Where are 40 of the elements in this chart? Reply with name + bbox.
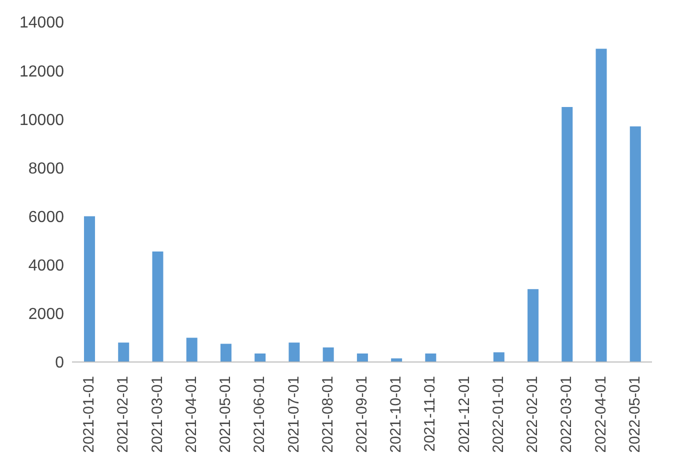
x-tick-label: 2021-09-01 bbox=[354, 376, 370, 453]
bar bbox=[596, 48, 607, 362]
x-tick-label: 2021-05-01 bbox=[217, 376, 234, 453]
x-tick-label: 2022-04-01 bbox=[592, 376, 610, 453]
bar bbox=[528, 289, 539, 362]
x-tick-label: 2021-12-01 bbox=[456, 376, 473, 453]
x-tick-label: 2021-11-01 bbox=[422, 376, 439, 452]
y-tick-label: 0 bbox=[55, 354, 64, 372]
x-tick-label: 2022-02-01 bbox=[524, 376, 542, 453]
bar bbox=[152, 252, 164, 362]
bar bbox=[186, 338, 198, 362]
y-tick-label: 14000 bbox=[20, 14, 64, 32]
x-tick-label: 2021-02-01 bbox=[114, 376, 132, 453]
bar bbox=[288, 342, 300, 362]
x-tick-label: 2021-03-01 bbox=[148, 376, 166, 453]
x-tick-label: 2021-01-01 bbox=[80, 376, 98, 453]
x-tick-label: 2022-01-01 bbox=[490, 376, 507, 453]
y-tick-label: 4000 bbox=[28, 258, 64, 275]
bar bbox=[356, 354, 368, 362]
y-tick-label: 6000 bbox=[28, 208, 64, 226]
y-tick-label: 12000 bbox=[20, 63, 64, 80]
bar bbox=[493, 352, 504, 362]
bar bbox=[118, 342, 130, 362]
x-tick-label: 2021-04-01 bbox=[182, 376, 200, 453]
x-tick-label: 2022-03-01 bbox=[558, 376, 576, 453]
y-tick-label: 10000 bbox=[20, 112, 64, 129]
bar bbox=[84, 216, 95, 362]
bar bbox=[322, 347, 334, 362]
y-tick-label: 8000 bbox=[28, 160, 64, 178]
x-tick-label: 2021-08-01 bbox=[319, 376, 336, 453]
x-tick-label: 2021-07-01 bbox=[285, 376, 302, 453]
bar bbox=[220, 344, 232, 362]
x-tick-label: 2021-06-01 bbox=[251, 376, 268, 453]
bar bbox=[562, 107, 573, 362]
x-tick-label: 2022-05-01 bbox=[626, 376, 644, 453]
x-tick-label: 2021-10-01 bbox=[388, 376, 405, 453]
bar bbox=[425, 354, 436, 362]
bar bbox=[630, 126, 641, 362]
bar bbox=[254, 354, 266, 362]
y-tick-label: 2000 bbox=[28, 306, 64, 324]
